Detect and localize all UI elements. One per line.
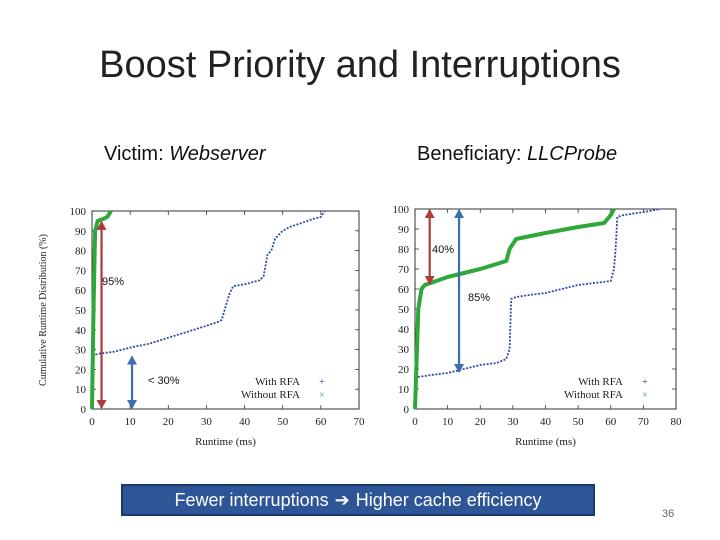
- y-tick-label: 80: [75, 246, 87, 258]
- x-tick-label: 50: [573, 416, 585, 428]
- x-tick-label: 30: [201, 416, 213, 428]
- arrow-head-top: [454, 209, 465, 218]
- series-with-rfa-line: [91, 210, 326, 357]
- y-tick-label: 50: [75, 305, 87, 317]
- x-tick-label: 0: [89, 416, 95, 428]
- banner-left-text: Fewer interruptions: [174, 489, 329, 510]
- right-panel-caption: Beneficiary: LLCProbe: [417, 143, 617, 166]
- arrow-head-top: [424, 209, 435, 218]
- blue-arrow-label: 85%: [468, 292, 490, 304]
- arrow-head-top: [96, 220, 107, 230]
- arrow-right-icon: ➔: [334, 489, 350, 510]
- y-tick-label: 90: [75, 226, 87, 238]
- x-tick-label: 40: [239, 416, 251, 428]
- x-tick-label: 60: [605, 416, 617, 428]
- y-tick-label: 20: [398, 364, 410, 376]
- right-panel-role: Beneficiary:: [417, 143, 522, 165]
- series-without-rfa-line: [413, 208, 616, 410]
- plot-frame: [414, 208, 677, 410]
- legend-with-rfa-marker: +: [319, 377, 325, 388]
- y-axis-label: Cumulative Runtime Distribution (%): [38, 234, 49, 386]
- x-tick-label: 30: [507, 416, 519, 428]
- x-tick-label: 40: [540, 416, 552, 428]
- arrow-head-bottom: [424, 276, 435, 285]
- arrow-head-bottom: [127, 400, 138, 409]
- x-tick-label: 50: [277, 416, 289, 428]
- blue-range-arrow: [127, 355, 138, 409]
- y-tick-label: 30: [75, 345, 87, 357]
- y-tick-label: 50: [398, 304, 410, 316]
- red-range-arrow: [424, 209, 435, 285]
- slide-title: Boost Priority and Interruptions: [99, 44, 621, 86]
- x-tick-label: 80: [671, 416, 683, 428]
- x-tick-label: 60: [315, 416, 327, 428]
- arrow-head-top: [127, 355, 138, 365]
- legend-with-rfa-label: With RFA: [578, 376, 623, 388]
- x-tick-label: 10: [442, 416, 454, 428]
- legend-without-rfa-label: Without RFA: [241, 389, 300, 401]
- y-tick-label: 10: [75, 384, 87, 396]
- legend-without-rfa-label: Without RFA: [564, 389, 623, 401]
- banner-right-text: Higher cache efficiency: [355, 489, 542, 510]
- x-tick-label: 70: [354, 416, 366, 428]
- y-tick-label: 60: [398, 284, 410, 296]
- x-tick-label: 20: [475, 416, 487, 428]
- y-tick-label: 60: [75, 285, 87, 297]
- red-range-arrow: [96, 220, 107, 409]
- y-tick-label: 0: [81, 404, 87, 416]
- y-tick-label: 10: [398, 384, 410, 396]
- x-axis-label: Runtime (ms): [195, 436, 256, 448]
- page-number: 36: [662, 508, 675, 520]
- y-tick-label: 30: [398, 344, 410, 356]
- y-tick-label: 70: [75, 265, 87, 277]
- y-tick-label: 0: [404, 404, 410, 416]
- y-tick-label: 90: [398, 224, 410, 236]
- legend-without-rfa-marker: ×: [642, 390, 648, 401]
- red-arrow-label: 40%: [432, 244, 454, 256]
- left-panel-name: Webserver: [169, 143, 266, 165]
- x-tick-label: 0: [412, 416, 418, 428]
- y-tick-label: 100: [70, 206, 87, 218]
- arrow-head-bottom: [96, 400, 107, 409]
- y-tick-label: 20: [75, 364, 87, 376]
- series-with-rfa-line: [414, 208, 660, 380]
- red-arrow-label: 95%: [102, 276, 124, 288]
- legend-with-rfa-label: With RFA: [255, 376, 300, 388]
- arrow-head-bottom: [454, 364, 465, 373]
- victim-cdf-chart: Cumulative Runtime Distribution (%) 0 10 20…: [38, 206, 366, 448]
- x-tick-label: 20: [163, 416, 175, 428]
- y-tick-label: 40: [75, 325, 87, 337]
- series-without-rfa-line: [90, 209, 113, 410]
- left-panel-caption: Victim: Webserver: [104, 143, 266, 166]
- legend-with-rfa-marker: +: [642, 377, 648, 388]
- blue-arrow-label: < 30%: [148, 375, 180, 387]
- x-tick-label: 10: [125, 416, 136, 428]
- legend-without-rfa-marker: ×: [319, 390, 325, 401]
- y-tick-label: 100: [393, 204, 410, 216]
- x-tick-label: 70: [638, 416, 650, 428]
- right-panel-name: LLCProbe: [527, 143, 618, 165]
- y-tick-label: 70: [398, 264, 410, 276]
- blue-range-arrow: [454, 209, 465, 373]
- x-axis-label: Runtime (ms): [515, 436, 576, 448]
- y-tick-label: 80: [398, 244, 410, 256]
- conclusion-banner: Fewer interruptions ➔ Higher cache effic…: [121, 484, 595, 516]
- beneficiary-cdf-chart: 0 10 20 30 40 50 60 70 80 90 100 0 10 20 30 40 50 60 70 80 R…: [393, 204, 683, 448]
- left-panel-role: Victim:: [104, 143, 164, 165]
- y-tick-label: 40: [398, 324, 410, 336]
